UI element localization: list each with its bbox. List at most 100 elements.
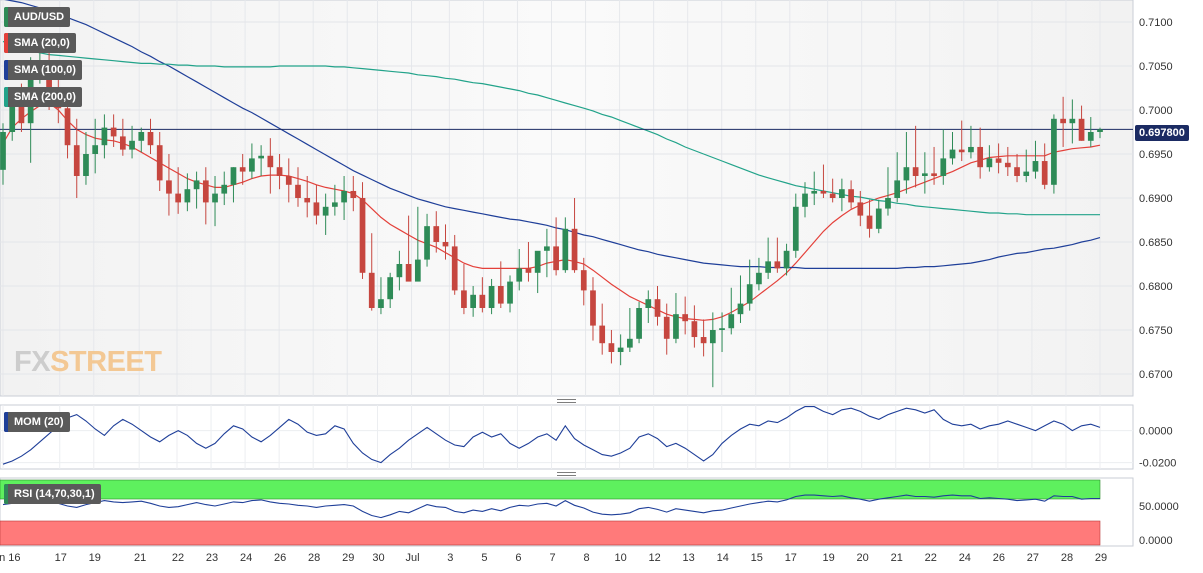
y-tick-label: 0.7000 — [1139, 105, 1173, 117]
legend-sma20-label: SMA (20,0) — [14, 37, 70, 49]
candle-down — [829, 193, 836, 198]
candle-up — [894, 180, 901, 198]
candle-up — [470, 294, 477, 308]
candle-up — [414, 259, 421, 282]
candle-up — [1097, 129, 1103, 132]
candle-up — [986, 158, 993, 168]
candle-up — [746, 284, 753, 304]
x-tick-label: 29 — [342, 552, 354, 564]
legend-rsi[interactable]: RSI (14,70,30,1) — [4, 484, 101, 504]
candle-up — [534, 250, 541, 273]
candle-up — [1051, 118, 1057, 185]
candle-down — [64, 108, 71, 146]
candle-up — [101, 127, 108, 146]
candle-layer — [0, 46, 1103, 388]
candle-up — [802, 193, 808, 207]
candle-up — [516, 268, 523, 282]
candle-down — [461, 290, 467, 308]
axis-layer: Jun 16 17 19 21 22 23 24 26 28 29 30 Jul 3 5 6 7 8 10 12 13… — [0, 17, 1179, 564]
candle-up — [728, 314, 735, 329]
candle-down — [691, 321, 698, 338]
candle-down — [359, 198, 366, 273]
candle-down — [175, 193, 182, 203]
rsi-zones — [0, 479, 1101, 546]
candle-up — [507, 281, 513, 304]
candle-up — [332, 202, 338, 207]
candle-up — [921, 173, 928, 176]
legend-sma100[interactable]: SMA (100,0) — [4, 60, 82, 80]
rsi-oversold-zone — [0, 520, 1101, 546]
candle-up — [645, 299, 652, 308]
candle-up — [617, 347, 624, 352]
x-tick-label: 21 — [891, 552, 903, 564]
candle-down — [433, 226, 440, 242]
candle-down — [304, 198, 311, 203]
candle-down — [599, 325, 606, 344]
candle-up — [968, 146, 974, 153]
logo-street: STREET — [50, 346, 162, 378]
candle-up — [193, 180, 200, 190]
candle-up — [765, 261, 771, 273]
candle-up — [709, 330, 716, 344]
candle-down — [553, 246, 559, 271]
x-tick-label: 5 — [481, 552, 487, 564]
x-tick-label: 14 — [717, 552, 729, 564]
candle-up — [544, 246, 550, 251]
legend-sma200-label: SMA (200,0) — [14, 91, 76, 103]
x-tick-label: 15 — [751, 552, 763, 564]
candle-down — [1014, 167, 1020, 176]
candle-down — [451, 246, 458, 291]
candle-up — [424, 226, 430, 260]
candle-down — [571, 228, 578, 271]
candle-down — [820, 190, 827, 194]
legend-sma200[interactable]: SMA (200,0) — [4, 87, 82, 107]
candle-down — [276, 167, 283, 176]
mom-y-tick-label: 0.0000 — [1139, 426, 1173, 438]
x-tick-label: 26 — [274, 552, 286, 564]
candle-down — [110, 127, 117, 137]
x-tick-label: 21 — [134, 552, 146, 564]
candle-up — [756, 272, 762, 285]
legend-audusd-label: AUD/USD — [14, 11, 65, 23]
mom-panel-bg — [0, 404, 1134, 470]
candle-up — [212, 193, 218, 203]
legend-mom[interactable]: MOM (20) — [4, 412, 70, 432]
sma100-line — [4, 0, 1101, 269]
legend-audusd-swatch — [4, 7, 8, 27]
legend-sma100-swatch — [4, 60, 8, 80]
candle-up — [221, 184, 228, 194]
legend-rsi-swatch — [4, 484, 8, 504]
candle-up — [387, 277, 394, 300]
y-tick-label: 0.6850 — [1139, 237, 1173, 249]
legend-audusd[interactable]: AUD/USD — [4, 7, 71, 27]
candle-down — [995, 158, 1002, 163]
legend-sma200-swatch — [4, 87, 8, 107]
x-tick-label: 30 — [372, 552, 384, 564]
candle-down — [857, 202, 864, 216]
rsi-line — [2, 494, 1100, 519]
legend-mom-swatch — [4, 412, 8, 432]
candle-down — [405, 264, 412, 282]
candle-up — [396, 264, 403, 278]
candle-down — [958, 149, 965, 153]
legend-sma20[interactable]: SMA (20,0) — [4, 33, 76, 53]
candle-up — [737, 303, 744, 315]
x-tick-label: 17 — [785, 552, 797, 564]
candle-down — [912, 167, 919, 176]
pane-splitter-bottom[interactable] — [557, 472, 576, 476]
candle-down — [442, 242, 449, 247]
candle-down — [313, 202, 320, 216]
candle-up — [562, 228, 569, 271]
candle-up — [719, 328, 725, 330]
pane-splitter-top[interactable] — [557, 399, 576, 403]
candle-up — [92, 145, 99, 154]
candle-down — [580, 270, 587, 291]
candle-down — [1060, 118, 1066, 124]
candle-down — [350, 190, 357, 198]
candle-up — [9, 94, 16, 132]
candle-up — [875, 208, 882, 229]
candle-up — [138, 132, 145, 141]
last-price-tag: 0.697800 — [1135, 125, 1189, 141]
